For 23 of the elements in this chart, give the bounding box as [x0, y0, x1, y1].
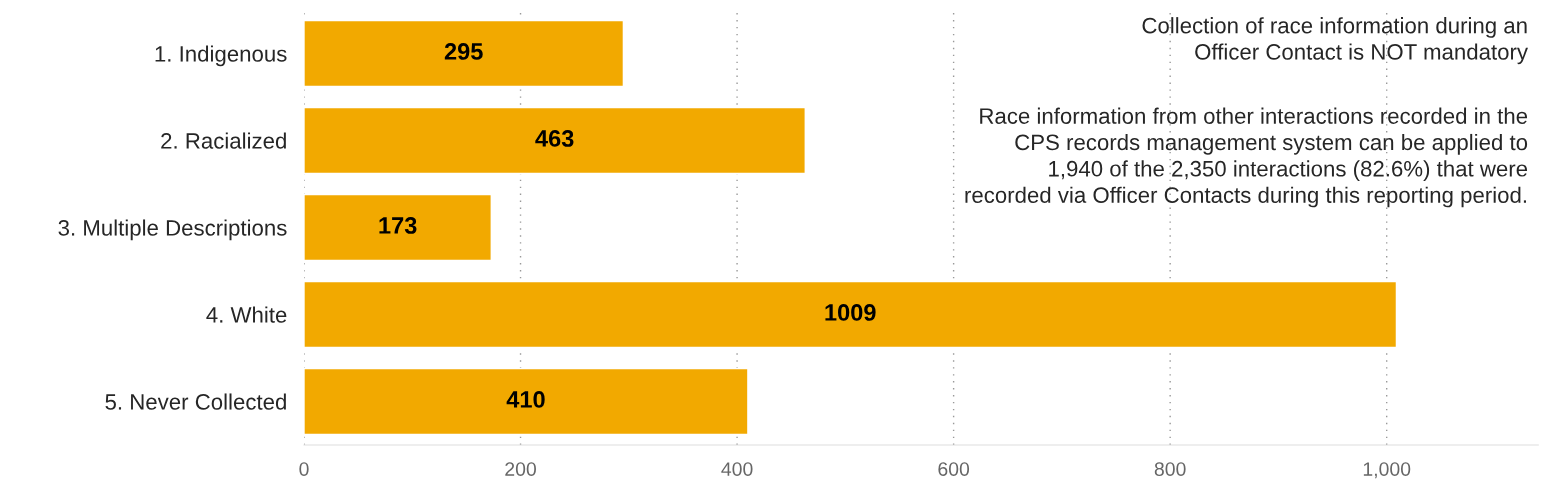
- x-tick-label: 200: [505, 462, 536, 476]
- data-label: 410: [506, 391, 545, 408]
- bar: [304, 367, 749, 436]
- bar: [304, 106, 806, 175]
- annotation: Race information from other interactions recorded in the CPS records management system can be applied to 1,940 of the 2,350 interactions (82.6%) that were recorded via Officer Contacts during this reporting period.: [965, 107, 1528, 208]
- y-tick-label: 3. Multiple Descriptions: [58, 219, 287, 241]
- y-tick-label: 1. Indigenous: [155, 45, 287, 67]
- x-tick-label: 1,000: [1363, 462, 1411, 479]
- y-tick-label: 5. Never Collected: [105, 393, 286, 410]
- data-label: 173: [379, 217, 417, 234]
- bar: [304, 280, 1398, 349]
- bar: [304, 19, 625, 88]
- x-tick-label: 400: [721, 462, 753, 476]
- data-label: 295: [444, 43, 483, 60]
- x-tick-label: 600: [938, 462, 970, 476]
- x-tick-label: 800: [1154, 462, 1186, 476]
- x-tick-label: 0: [299, 462, 309, 476]
- y-tick-label: 2. Racialized: [161, 132, 286, 149]
- bar: [304, 193, 493, 262]
- data-label: 1009: [825, 304, 876, 321]
- y-tick-label: 4. White: [206, 306, 287, 323]
- data-label: 463: [535, 130, 574, 147]
- annotation: Collection of race information during an Officer Contact is NOT mandatory: [1142, 17, 1528, 65]
